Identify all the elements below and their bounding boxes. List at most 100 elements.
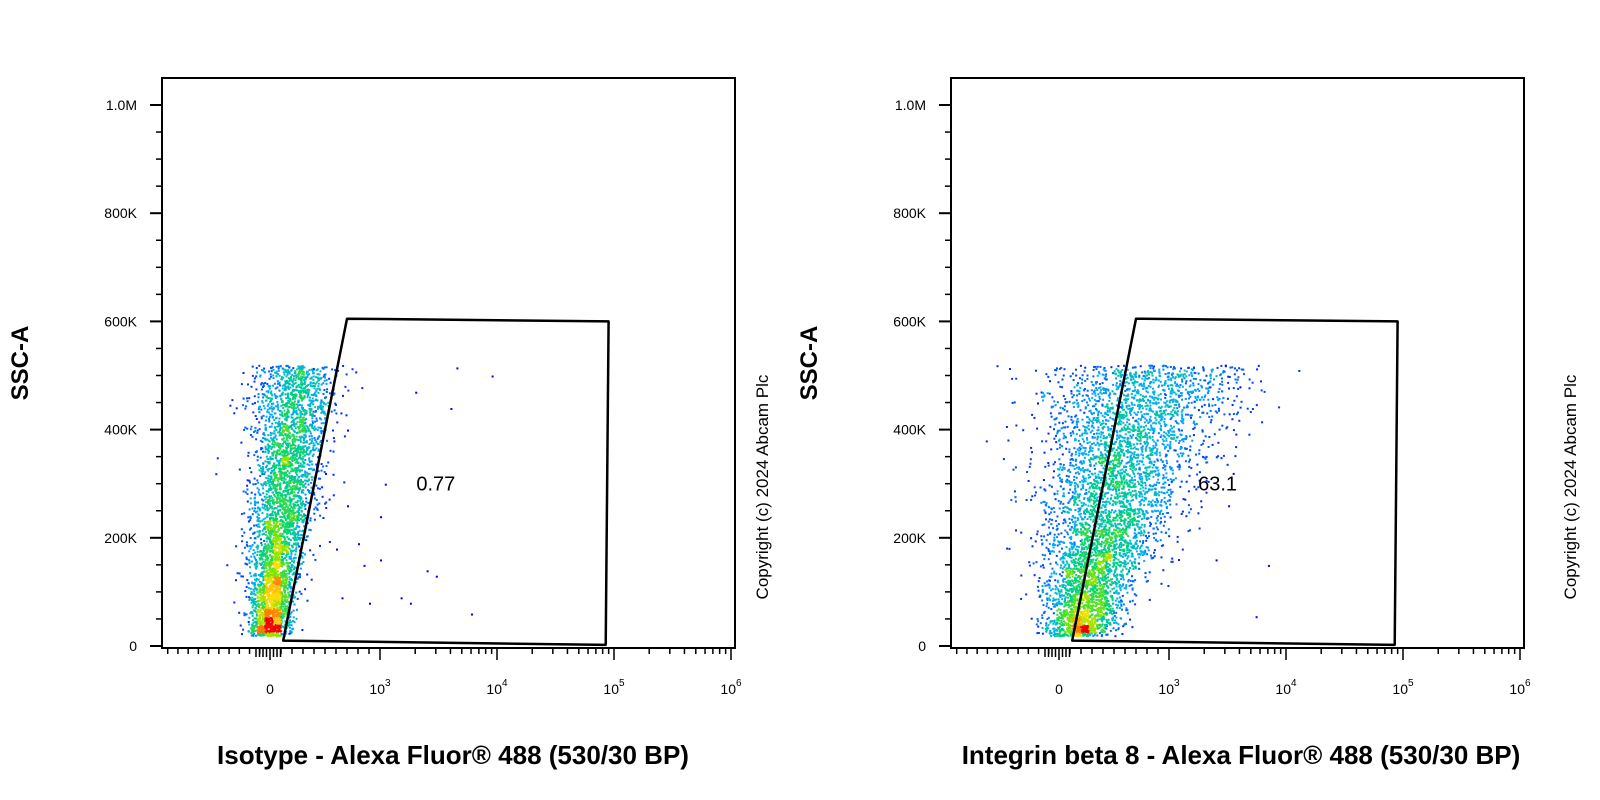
event-point <box>252 549 255 552</box>
event-point <box>290 520 293 523</box>
event-point <box>275 552 277 555</box>
event-point <box>298 391 300 394</box>
event-point <box>308 399 311 402</box>
event-point <box>283 583 286 586</box>
event-point <box>266 438 269 441</box>
event-point <box>273 469 275 471</box>
event-point <box>253 624 256 627</box>
event-point <box>1056 515 1059 518</box>
event-point <box>314 439 317 442</box>
event-point <box>276 604 279 607</box>
event-point <box>253 592 256 595</box>
event-point <box>249 612 252 615</box>
event-point <box>277 524 279 527</box>
event-point <box>287 446 290 449</box>
event-point <box>298 483 301 485</box>
event-point <box>274 574 277 577</box>
event-point <box>1168 399 1171 402</box>
event-point <box>1145 440 1148 443</box>
event-point <box>299 481 302 484</box>
event-point <box>301 530 304 533</box>
event-point <box>1109 609 1112 612</box>
event-point <box>293 491 296 494</box>
event-point <box>1107 618 1110 621</box>
event-point <box>258 406 261 409</box>
event-point <box>294 461 297 464</box>
event-point <box>289 452 292 454</box>
event-point <box>306 376 309 378</box>
event-point <box>1155 510 1157 513</box>
event-point <box>1075 374 1078 377</box>
event-point <box>300 391 302 394</box>
event-point <box>305 385 308 388</box>
event-point <box>277 587 280 590</box>
event-point <box>266 586 269 589</box>
event-point <box>261 471 264 474</box>
event-point <box>279 541 282 544</box>
event-point <box>279 624 282 627</box>
event-point <box>274 627 277 630</box>
event-point <box>310 441 313 444</box>
event-point <box>294 467 297 469</box>
event-point <box>1158 473 1161 476</box>
event-point <box>301 447 304 450</box>
event-point <box>284 452 287 454</box>
event-point <box>284 610 287 613</box>
event-point <box>266 601 269 604</box>
event-point <box>274 412 277 415</box>
event-point <box>294 536 297 539</box>
event-point <box>249 502 252 505</box>
event-point <box>247 582 250 585</box>
event-point <box>301 457 304 460</box>
event-point <box>263 631 266 634</box>
event-point <box>251 544 254 546</box>
event-point <box>268 460 271 463</box>
event-point <box>257 513 260 516</box>
event-point <box>273 483 276 486</box>
event-point <box>297 517 300 519</box>
x-tick-base: 10 <box>486 681 502 697</box>
event-point <box>278 381 281 384</box>
event-point <box>259 596 262 599</box>
event-point <box>296 501 299 504</box>
event-point <box>276 405 279 408</box>
event-point <box>301 483 304 486</box>
event-point <box>294 475 297 478</box>
event-point <box>1108 488 1111 491</box>
x-ticks <box>166 648 732 660</box>
event-point <box>284 418 287 421</box>
event-point <box>1158 372 1161 375</box>
event-point <box>260 544 263 547</box>
event-point <box>1168 484 1171 486</box>
event-point <box>277 501 280 504</box>
event-point <box>283 569 286 572</box>
event-point <box>302 474 305 476</box>
event-point <box>286 470 289 473</box>
event-point <box>249 596 252 599</box>
event-point <box>268 620 271 622</box>
event-point <box>273 540 276 543</box>
event-point <box>268 502 271 505</box>
event-point <box>293 571 296 574</box>
event-point <box>293 423 296 426</box>
event-point <box>261 467 264 470</box>
event-point <box>294 486 297 489</box>
event-point <box>1147 428 1150 431</box>
event-point <box>287 457 290 460</box>
event-point <box>287 462 290 465</box>
event-point <box>309 450 312 453</box>
event-point <box>288 475 291 478</box>
event-point <box>281 559 284 562</box>
event-cloud <box>215 364 494 638</box>
event-point <box>297 444 300 447</box>
event-point <box>1070 454 1073 457</box>
event-point <box>249 545 251 548</box>
event-point <box>312 403 315 406</box>
event-point <box>293 549 296 552</box>
gate-percentage-label: 0.77 <box>416 474 455 496</box>
event-point <box>300 383 302 386</box>
event-point <box>302 421 305 424</box>
event-point <box>294 494 297 497</box>
event-point <box>320 399 323 402</box>
event-point <box>300 394 303 397</box>
